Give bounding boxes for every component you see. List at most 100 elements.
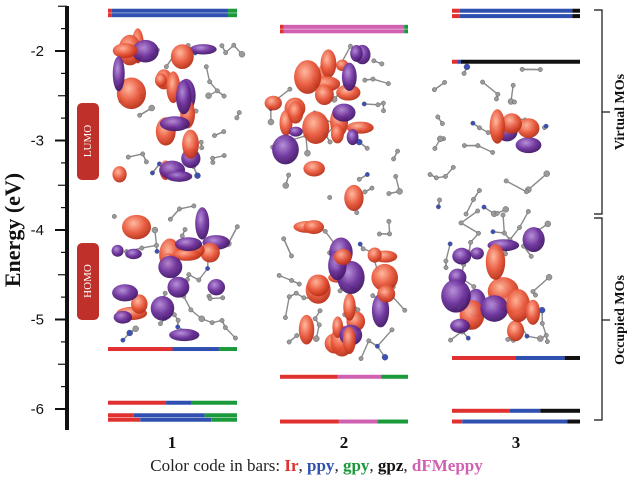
bar-segment-ir bbox=[452, 8, 460, 13]
legend-item-gpy: gpy bbox=[342, 456, 370, 475]
legend-separator: , bbox=[403, 456, 412, 475]
legend-separator: , bbox=[369, 456, 378, 475]
molecule-orbital-image bbox=[112, 28, 246, 183]
legend-item-dfmeppy: dFMeppy bbox=[411, 456, 483, 475]
energy-level-diagram: -2 -3 -4 -5 -6 Energy (eV) LUMO HOMO 1 2 3 Vir… bbox=[0, 5, 628, 452]
bar-segment-gpz bbox=[572, 8, 580, 13]
energy-level-bar bbox=[452, 8, 580, 13]
energy-level-bar bbox=[452, 14, 580, 19]
y-axis: -2 -3 -4 -5 -6 Energy (eV) bbox=[0, 5, 69, 430]
y-tick-label: -4 bbox=[31, 222, 44, 239]
legend-item-ppy: ppy bbox=[307, 456, 335, 475]
virtual-bracket bbox=[594, 9, 610, 215]
energy-level-bar bbox=[108, 8, 237, 13]
virtual-mos-label: Virtual MOs bbox=[613, 73, 628, 150]
energy-level-bar bbox=[452, 419, 580, 424]
bar-segment-gpz bbox=[460, 59, 580, 64]
y-axis-label: Energy (eV) bbox=[0, 173, 25, 287]
energy-level-bar bbox=[108, 347, 237, 352]
bar-segment-gpz bbox=[564, 355, 580, 360]
bar-segment-ir bbox=[452, 408, 510, 413]
bar-segment-gpy bbox=[218, 347, 237, 352]
bar-segment-ir bbox=[108, 413, 134, 418]
bar-segment-gpy bbox=[204, 413, 237, 418]
bar-segment-gpy bbox=[211, 417, 237, 422]
bar-segment-ir bbox=[280, 29, 284, 34]
molecule-orbital-image bbox=[427, 63, 550, 217]
bar-segment-gpz bbox=[567, 419, 580, 424]
y-tick-label: -5 bbox=[31, 312, 44, 329]
bar-segment-ir bbox=[108, 417, 141, 422]
bar-segment-ir bbox=[280, 419, 339, 424]
homo-badge: HOMO bbox=[77, 243, 99, 320]
energy-level-bar bbox=[280, 419, 408, 424]
bar-segment-dfmeppy bbox=[283, 29, 405, 34]
bar-segment-ppy bbox=[140, 417, 212, 422]
bar-segment-ppy bbox=[509, 408, 541, 413]
bar-segment-ir bbox=[452, 355, 516, 360]
bar-segment-ir bbox=[108, 400, 167, 405]
bar-segment-ppy bbox=[457, 59, 461, 64]
y-tick-label: -6 bbox=[31, 401, 44, 418]
homo-badge-text: HOMO bbox=[82, 264, 94, 298]
bar-segment-ppy bbox=[459, 8, 573, 13]
bar-segment-dfmeppy bbox=[338, 419, 378, 424]
bar-segment-gpy bbox=[227, 13, 237, 18]
bar-segment-ppy bbox=[172, 347, 219, 352]
y-tick-label: -2 bbox=[31, 43, 44, 60]
energy-level-bar bbox=[452, 408, 580, 413]
lumo-badge: LUMO bbox=[77, 103, 99, 180]
bar-segment-ppy bbox=[462, 419, 568, 424]
bar-segment-ir bbox=[108, 13, 112, 18]
molecule-orbital-image bbox=[441, 208, 553, 344]
energy-level-bar bbox=[108, 13, 237, 18]
bar-segment-ppy bbox=[516, 355, 565, 360]
column-labels: 1 2 3 bbox=[168, 433, 521, 452]
bar-segment-ir bbox=[452, 419, 463, 424]
bar-segment-gpz bbox=[540, 408, 580, 413]
molecule-orbital-image bbox=[264, 43, 403, 211]
legend-item-gpz: gpz bbox=[377, 456, 404, 475]
bar-segment-dfmeppy bbox=[337, 374, 382, 379]
bar-segment-ir bbox=[108, 347, 173, 352]
bar-segment-ppy bbox=[166, 400, 192, 405]
bar-segment-ppy bbox=[111, 8, 228, 13]
bar-segment-ppy bbox=[111, 13, 228, 18]
bar-segment-ir bbox=[108, 8, 112, 13]
lumo-badge-text: LUMO bbox=[82, 125, 94, 157]
energy-level-bar bbox=[280, 374, 408, 379]
color-legend: Color code in bars: Ir, ppy, gpy, gpz, d… bbox=[0, 456, 633, 476]
molecule-orbital-image bbox=[276, 210, 408, 361]
bar-segment-dfmeppy bbox=[283, 24, 405, 29]
bar-segment-gpy bbox=[191, 400, 237, 405]
bar-segment-ir bbox=[452, 14, 460, 19]
legend-item-ir: Ir bbox=[284, 456, 299, 475]
bar-segment-ppy bbox=[133, 413, 205, 418]
occupied-mos-label: Occupied MOs bbox=[613, 275, 628, 365]
molecule-images bbox=[111, 28, 553, 361]
energy-level-bar bbox=[108, 413, 237, 418]
bar-segment-gpy bbox=[377, 419, 408, 424]
energy-level-bar bbox=[280, 24, 408, 29]
bar-segment-gpy bbox=[381, 374, 408, 379]
molecule-orbital-image bbox=[111, 203, 240, 343]
legend-prefix: Color code in bars: bbox=[150, 456, 285, 475]
energy-level-bar bbox=[108, 400, 237, 405]
bar-segment-ir bbox=[452, 59, 458, 64]
occupied-bracket bbox=[594, 217, 610, 421]
column-label: 1 bbox=[168, 433, 177, 452]
energy-levels bbox=[108, 8, 580, 424]
legend-separator: , bbox=[298, 456, 308, 475]
bar-segment-ir bbox=[280, 24, 284, 29]
bar-segment-gpy bbox=[227, 8, 237, 13]
energy-level-bar bbox=[108, 417, 237, 422]
bar-segment-ir bbox=[280, 374, 338, 379]
bar-segment-gpz bbox=[572, 14, 580, 19]
bar-segment-gpy bbox=[404, 29, 408, 34]
legend-separator: , bbox=[334, 456, 343, 475]
bar-segment-gpy bbox=[404, 24, 408, 29]
column-label: 2 bbox=[340, 433, 349, 452]
energy-level-bar bbox=[280, 29, 408, 34]
energy-level-bar bbox=[452, 355, 580, 360]
y-tick-label: -3 bbox=[31, 133, 44, 150]
